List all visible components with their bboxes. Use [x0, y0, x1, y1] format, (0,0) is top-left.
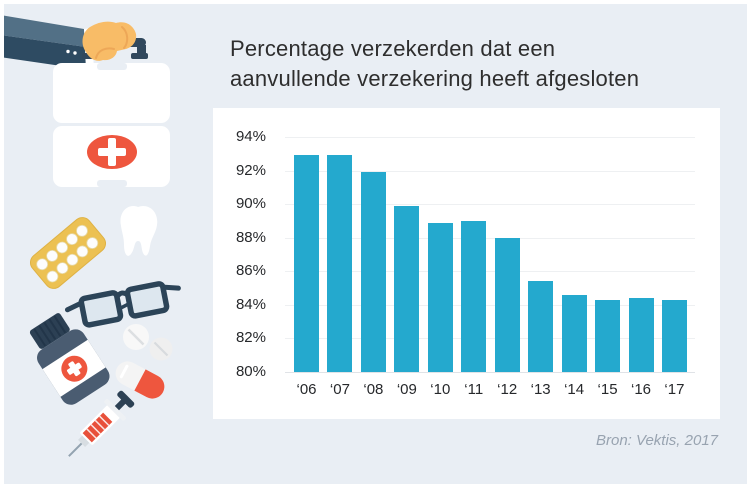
x-axis-tick-label: ‘09 — [396, 381, 417, 398]
x-axis-tick-label: ‘06 — [296, 381, 317, 398]
tablets-icon — [123, 324, 173, 361]
x-axis-tick-label: ‘14 — [564, 381, 585, 398]
hand-icon — [82, 21, 137, 61]
y-axis-tick-label: 90% — [235, 195, 266, 213]
bar-‘11 — [461, 220, 487, 372]
x-axis-tick-label: ‘08 — [363, 381, 384, 398]
infographic-background: Percentage verzekerden dat een aanvullen… — [4, 4, 747, 484]
bar-‘10 — [427, 222, 453, 372]
glasses-icon — [64, 281, 181, 328]
bar-‘12 — [494, 237, 520, 372]
gridline — [285, 371, 695, 373]
x-axis-tick-label: ‘10 — [430, 381, 451, 398]
x-axis-tick-label: ‘17 — [664, 381, 685, 398]
gridline — [285, 170, 695, 172]
medicine-bottle-icon — [29, 313, 110, 405]
x-axis-tick-label: ‘15 — [597, 381, 618, 398]
page-title-line-2: aanvullende verzekering heeft afgesloten — [230, 66, 640, 91]
gridline — [285, 237, 695, 239]
blister-pack-icon — [29, 217, 107, 289]
bar-‘14 — [561, 294, 587, 372]
bar-‘17 — [661, 299, 687, 372]
y-axis-tick-label: 82% — [235, 329, 266, 347]
page-title-line-1: Percentage verzekerden dat een — [230, 36, 556, 61]
syringe-icon — [68, 390, 135, 457]
y-axis-tick-label: 94% — [235, 128, 266, 145]
source-attribution: Bron: Vektis, 2017 — [595, 432, 718, 449]
chart-panel: 94% 92% 90% 88% 86% 84% 82% 80% ‘06 ‘07 ‘08 ‘09 ‘10 ‘… — [213, 108, 720, 419]
bar-‘16 — [628, 298, 654, 372]
y-axis-tick-label: 80% — [235, 362, 266, 380]
bar-‘07 — [327, 155, 353, 372]
gridline — [285, 271, 695, 273]
arm-icon — [4, 15, 94, 70]
page-title: Percentage verzekerden dat een aanvullen… — [230, 34, 710, 94]
y-axis-tick-label: 86% — [235, 262, 266, 280]
y-axis-tick-label: 84% — [235, 295, 266, 313]
medical-illustration — [4, 15, 181, 457]
bar-‘08 — [360, 172, 386, 372]
tooth-icon — [120, 205, 158, 256]
x-axis-tick-label: ‘11 — [464, 381, 484, 398]
bar-‘13 — [528, 281, 554, 372]
gridline — [285, 137, 695, 138]
y-axis-tick-label: 92% — [235, 161, 266, 179]
bar-‘15 — [595, 299, 621, 372]
x-axis-tick-label: ‘07 — [329, 381, 350, 398]
gridline — [285, 338, 695, 340]
first-aid-kit-icon — [53, 63, 170, 187]
bar-‘06 — [294, 155, 319, 372]
gridline — [285, 204, 695, 206]
x-axis-tick-label: ‘12 — [497, 381, 518, 398]
x-axis-tick-label: ‘13 — [530, 381, 551, 398]
bar-chart: 94% 92% 90% 88% 86% 84% 82% 80% ‘06 ‘07 ‘08 ‘09 ‘10 ‘… — [213, 108, 720, 419]
x-axis-tick-label: ‘16 — [630, 381, 652, 398]
capsule-icon — [115, 361, 165, 399]
bar-‘09 — [394, 205, 420, 372]
y-axis-tick-label: 88% — [235, 228, 266, 246]
gridline — [285, 304, 695, 306]
